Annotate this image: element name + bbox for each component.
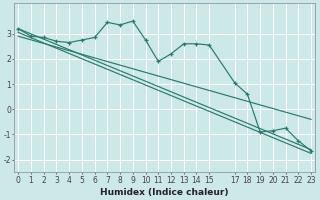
X-axis label: Humidex (Indice chaleur): Humidex (Indice chaleur) — [100, 188, 229, 197]
